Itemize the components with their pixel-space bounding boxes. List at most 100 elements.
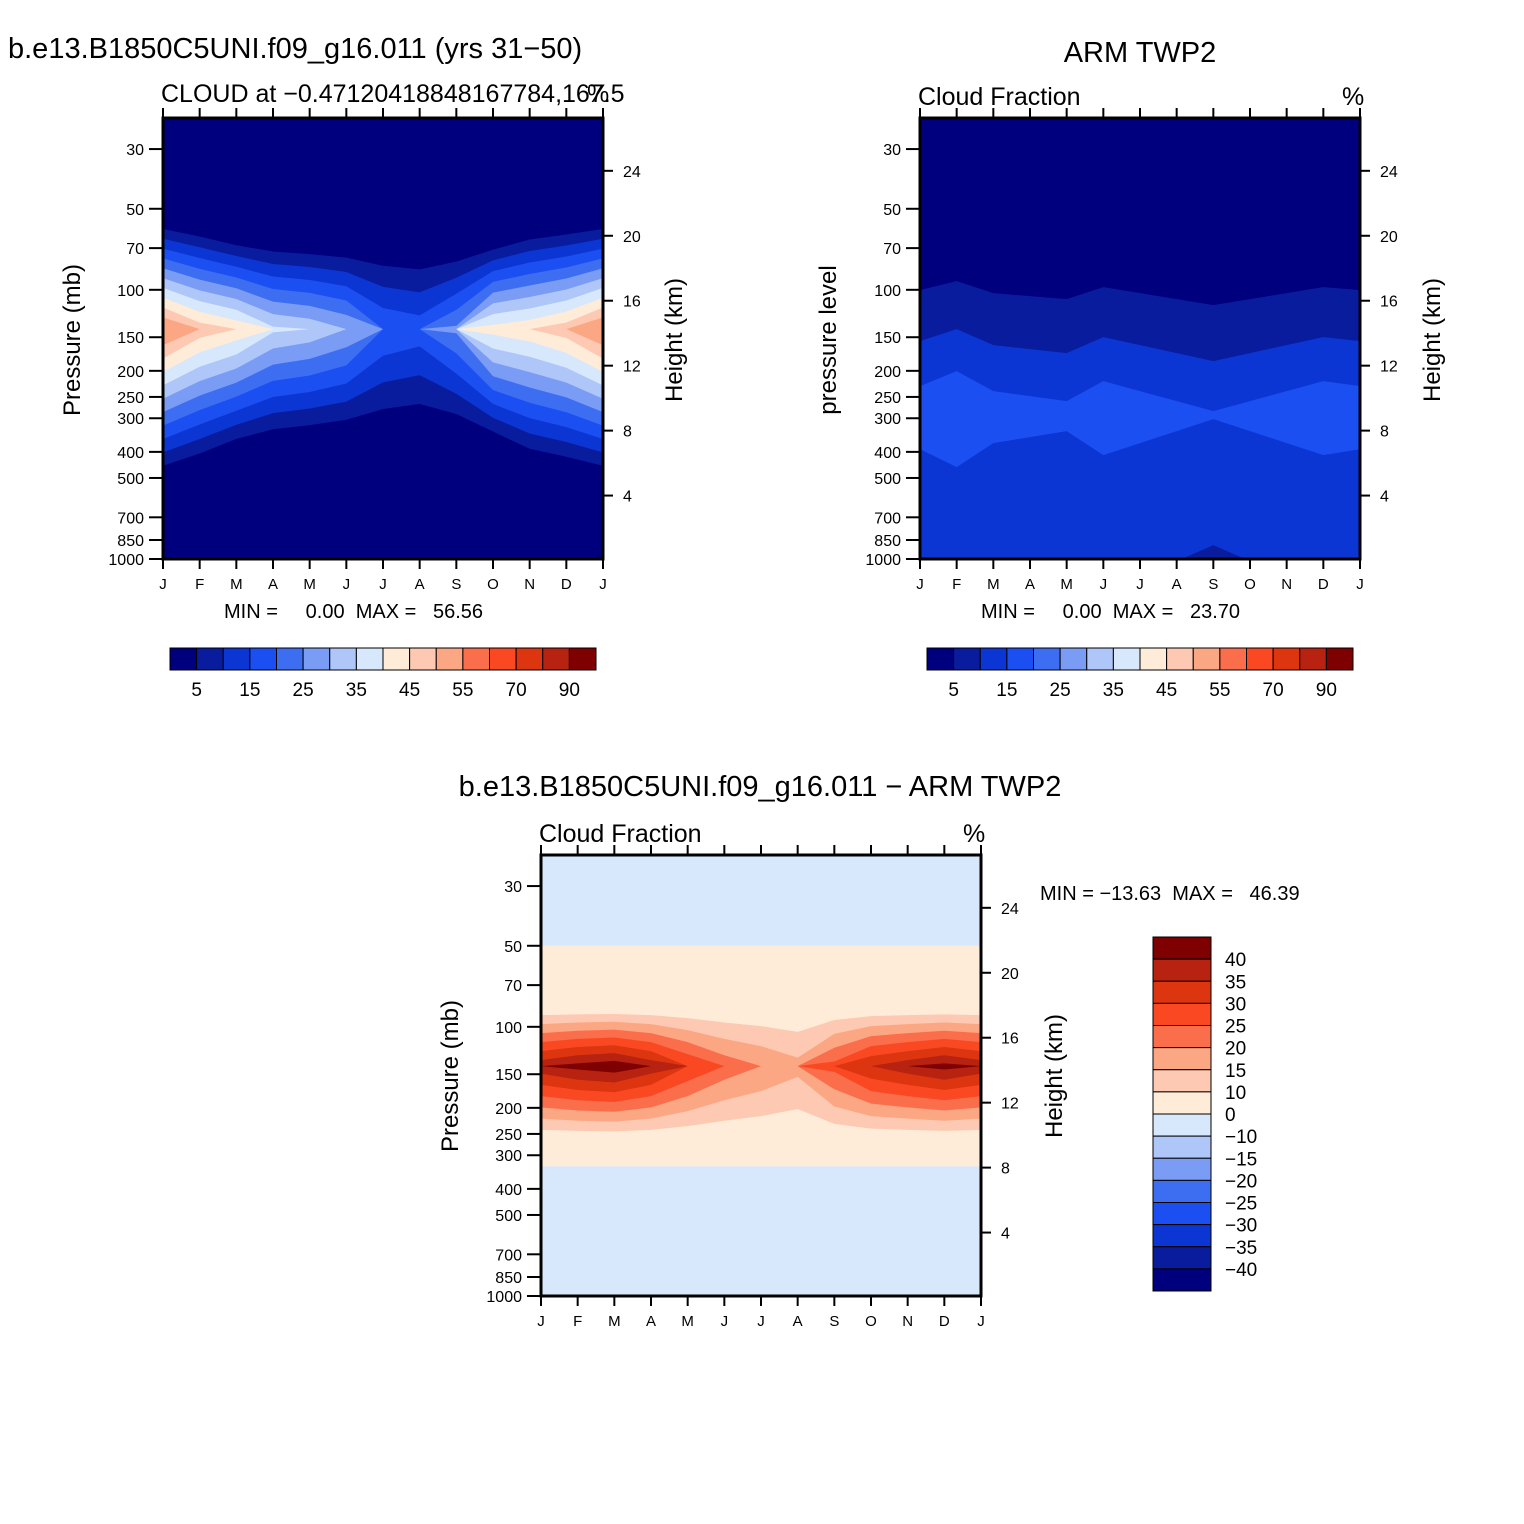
colorbar-label: 35	[1103, 680, 1124, 701]
colorbar-swatch	[1152, 1069, 1212, 1093]
colorbar-swatch	[1152, 1179, 1212, 1203]
colorbar-label: 35	[1225, 972, 1246, 993]
month-label: A	[268, 576, 278, 593]
pressure-tick-label: 100	[874, 283, 901, 300]
month-label: A	[646, 1313, 656, 1330]
month-label: J	[159, 576, 167, 593]
colorbar-swatch	[169, 647, 198, 671]
month-label: J	[379, 576, 387, 593]
colorbar-swatch	[979, 647, 1008, 671]
ylabel-right-model: Height (km)	[661, 278, 688, 402]
pressure-tick-label: 400	[117, 445, 144, 462]
colorbar-swatch	[1033, 647, 1061, 671]
subtitle-difference: Cloud Fraction	[539, 820, 702, 848]
colorbar-label: 15	[239, 680, 260, 701]
colorbar-swatch	[1152, 936, 1212, 960]
month-label: J	[537, 1313, 545, 1330]
colorbar-swatch	[302, 647, 331, 671]
colorbar-swatch	[329, 647, 357, 671]
month-label: S	[1208, 576, 1218, 593]
colorbar-swatch	[382, 647, 411, 671]
colorbar-swatch	[1152, 1025, 1212, 1049]
colorbar-swatch	[1112, 647, 1141, 671]
colorbar-label: 45	[399, 680, 420, 701]
contour-band	[163, 297, 603, 373]
pressure-tick-label: 200	[495, 1101, 522, 1118]
height-tick-label: 8	[1001, 1161, 1010, 1178]
title-bottom: b.e13.B1850C5UNI.f09_g16.011 − ARM TWP2	[459, 771, 1062, 803]
colorbar-label: −20	[1225, 1171, 1257, 1192]
pressure-tick-label: 100	[117, 283, 144, 300]
contour-field-model	[163, 118, 603, 559]
colorbar-swatch	[953, 647, 981, 671]
pressure-tick-label: 30	[126, 142, 144, 159]
units-model: %	[587, 80, 609, 108]
month-label: J	[977, 1313, 985, 1330]
colorbar-swatch	[926, 647, 955, 671]
panel-model: b.e13.B1850C5UNI.f09_g16.011 (yrs 31−50)…	[8, 33, 688, 701]
colorbar-model: 5 15 25 35 45 55 70 90	[169, 647, 597, 701]
colorbar-swatch	[1152, 1268, 1212, 1292]
pressure-tick-label: 500	[495, 1208, 522, 1225]
month-label: A	[1025, 576, 1035, 593]
pressure-tick-label: 500	[874, 471, 901, 488]
colorbar-label: 55	[452, 680, 473, 701]
colorbar-label: −35	[1225, 1238, 1257, 1259]
pressure-ticks-model: 30 50 70 100 150 200 250 300 400 500 700 850 1000	[108, 142, 163, 569]
colorbar-swatch	[462, 647, 490, 671]
month-label: S	[829, 1313, 839, 1330]
pressure-tick-label: 30	[883, 142, 901, 159]
height-tick-label: 12	[623, 359, 641, 376]
colorbar-label: 30	[1225, 994, 1246, 1015]
colorbar-swatch	[276, 647, 304, 671]
colorbar-label: 0	[1225, 1105, 1236, 1126]
month-label: M	[987, 576, 1000, 593]
height-tick-label: 4	[1001, 1226, 1010, 1243]
pressure-tick-label: 1000	[486, 1289, 522, 1306]
colorbar-label: 25	[1225, 1017, 1246, 1038]
colorbar-swatch	[1152, 1246, 1212, 1270]
colorbar-swatch	[222, 647, 251, 671]
colorbar-swatch	[1152, 1002, 1212, 1026]
pressure-tick-label: 200	[874, 364, 901, 381]
height-tick-label: 24	[623, 164, 641, 181]
subtitle-observations: Cloud Fraction	[918, 83, 1081, 111]
panel-observations: ARM TWP2 Cloud Fraction % 30 50 70 100 150 20…	[815, 37, 1446, 701]
height-tick-label: 16	[1380, 294, 1398, 311]
pressure-tick-label: 400	[874, 445, 901, 462]
month-label: J	[757, 1313, 765, 1330]
month-label: O	[487, 576, 499, 593]
colorbar-swatch	[1152, 1047, 1212, 1071]
pressure-tick-label: 300	[495, 1148, 522, 1165]
pressure-tick-label: 500	[117, 471, 144, 488]
colorbar-swatch	[1152, 1091, 1212, 1115]
colorbar-observations: 5 15 25 35 45 55 70 90	[926, 647, 1354, 701]
pressure-tick-label: 250	[117, 390, 144, 407]
month-label: M	[608, 1313, 621, 1330]
month-label: S	[451, 576, 461, 593]
units-difference: %	[963, 820, 985, 848]
colorbar-swatch	[1006, 647, 1034, 671]
height-tick-label: 20	[1001, 966, 1019, 983]
ylabel-right-observations: Height (km)	[1419, 278, 1446, 402]
colorbar-label: 35	[346, 680, 367, 701]
pressure-tick-label: 50	[883, 202, 901, 219]
colorbar-swatch	[542, 647, 570, 671]
pressure-tick-label: 70	[883, 241, 901, 258]
month-label: O	[865, 1313, 877, 1330]
pressure-tick-label: 50	[126, 202, 144, 219]
pressure-tick-label: 70	[504, 978, 522, 995]
colorbar-swatch	[355, 647, 384, 671]
contour-band	[541, 1045, 981, 1093]
month-label: A	[415, 576, 425, 593]
month-label: J	[1136, 576, 1144, 593]
height-ticks-difference: 24 20 16 12 8 4	[981, 901, 1019, 1243]
colorbar-label: 90	[559, 680, 580, 701]
colorbar-swatch	[568, 647, 597, 671]
colorbar-label: −25	[1225, 1194, 1257, 1215]
units-observations: %	[1342, 83, 1364, 111]
pressure-tick-label: 700	[117, 510, 144, 527]
month-label: J	[343, 576, 351, 593]
